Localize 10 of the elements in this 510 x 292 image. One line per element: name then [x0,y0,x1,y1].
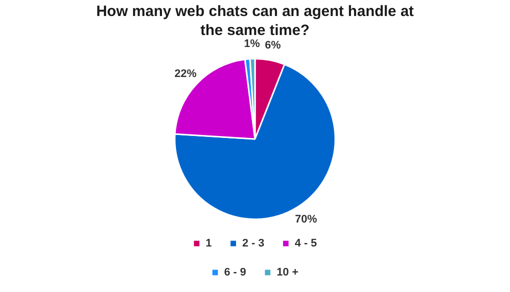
data-label: 70% [295,213,318,226]
legend-label: 4 - 5 [294,238,317,250]
legend-label: 10 + [276,266,298,279]
legend-label: 1 [206,238,212,250]
data-label: 22% [174,68,197,80]
legend-label: 2 - 3 [242,238,264,250]
data-label: 1% [244,38,260,50]
legend-label: 6 - 9 [224,266,246,279]
data-label: 6% [264,39,282,52]
chart-title: How many web chats can an agent handle at the same time? [95,2,415,39]
